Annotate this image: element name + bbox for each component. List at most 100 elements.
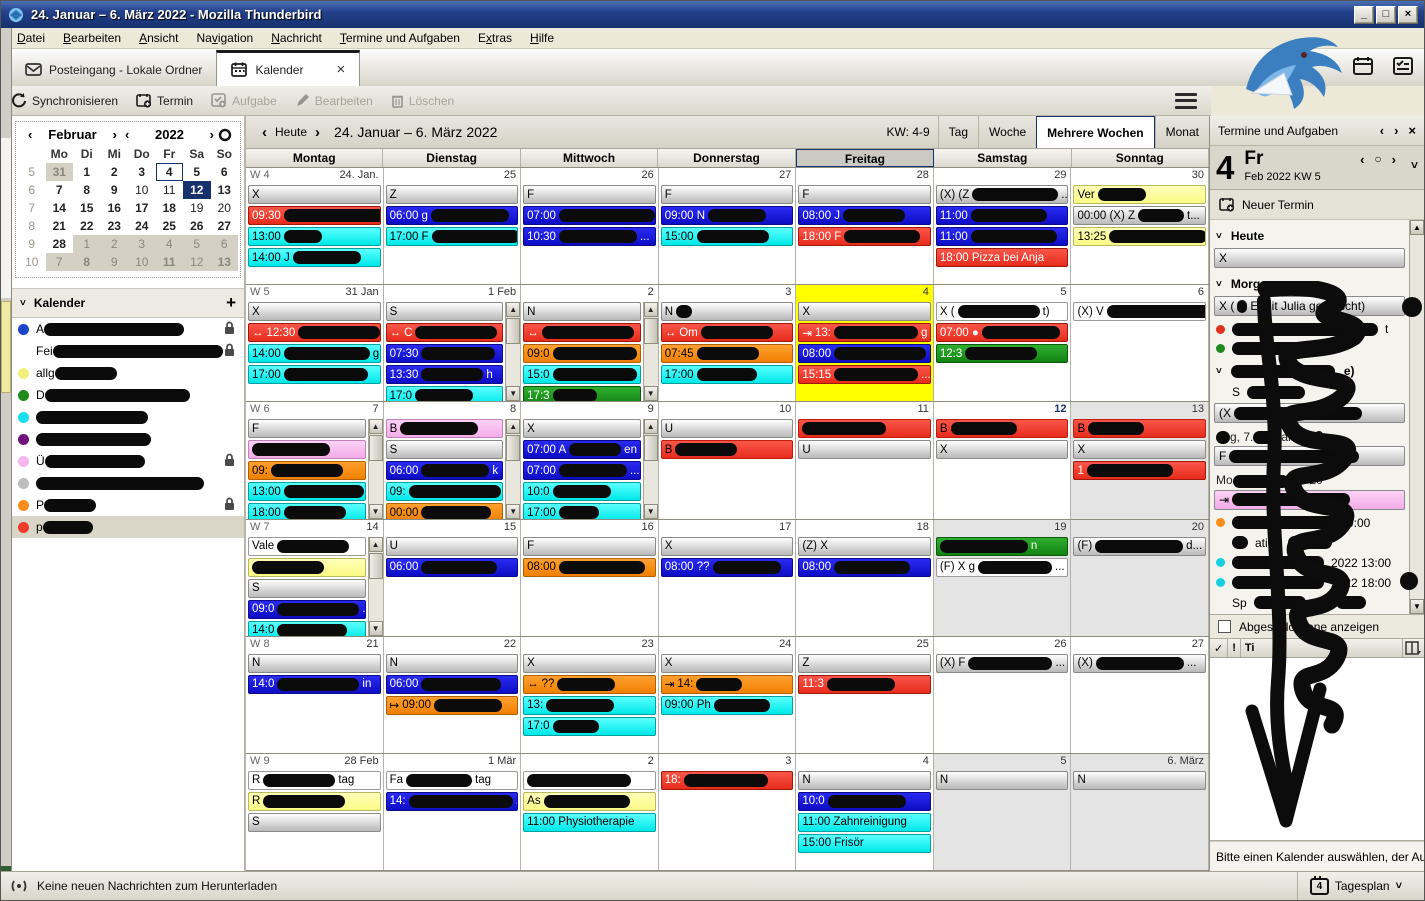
event[interactable]: 17:00 [660, 365, 794, 385]
event[interactable]: 09:0.. [248, 599, 366, 619]
agenda-event[interactable]: X (E mit Julia getauscht) [1214, 296, 1405, 316]
menu-nachricht[interactable]: Nachricht [271, 31, 322, 45]
day-cell[interactable]: 20 (F) d... [1071, 519, 1210, 636]
today-next-day-icon[interactable]: › [1391, 152, 1396, 167]
minimonth-day[interactable]: 22 [80, 219, 94, 233]
day-cell[interactable]: 4 X ⇥ 13: g 08:00 15:15... [796, 285, 934, 402]
event[interactable]: Fa tag [385, 770, 519, 790]
minimonth-day[interactable]: 11 [163, 183, 176, 197]
day-cell[interactable]: 25 Z 11:3 [796, 636, 934, 753]
calendar-list-item[interactable]: allg [12, 362, 244, 384]
event[interactable]: (X) (Z.. [935, 185, 1069, 204]
event[interactable]: 07:00.... [523, 461, 641, 481]
scroll-up-icon[interactable]: ▲ [368, 536, 383, 552]
day-header-mittwoch[interactable]: Mittwoch [521, 149, 659, 167]
day-cell[interactable]: 19 n (F) X g... [933, 519, 1072, 636]
event[interactable]: 10:30 ... [523, 227, 656, 246]
event[interactable]: 13: [523, 695, 656, 715]
event[interactable] [248, 440, 366, 460]
minimonth-day[interactable]: 21 [52, 219, 66, 233]
minimonth-day[interactable]: 9 [110, 183, 118, 197]
agenda-event[interactable]: (X [1214, 403, 1405, 423]
agenda-item[interactable] [1214, 339, 1405, 358]
event[interactable]: 13:30 h [385, 365, 504, 385]
scroll-down-icon[interactable]: ▼ [368, 503, 383, 519]
day-cell[interactable]: 26 (X) F... [933, 636, 1072, 753]
day-header-montag[interactable]: Montag [246, 149, 384, 167]
event[interactable]: 08:00 [798, 557, 931, 577]
event[interactable]: 07:45 [660, 344, 794, 364]
minimonth-day[interactable]: 3 [128, 235, 156, 253]
day-cell[interactable]: 8 B S 06:00 k 09: 00:00 ▲ ▼ [383, 402, 522, 519]
agenda-section-header[interactable]: ˅ Morgen [1214, 271, 1405, 295]
calendar-list-item[interactable]: D [12, 384, 244, 406]
minimonth-day[interactable]: 12 [183, 253, 211, 271]
minimonth-day[interactable]: 7 [45, 253, 73, 271]
event[interactable]: F [660, 185, 794, 204]
today-prev-day-icon[interactable]: ‹ [1360, 152, 1365, 167]
event[interactable]: X [1073, 440, 1207, 460]
agenda-mode-button[interactable]: 4 Tagesplan ˅ [1296, 872, 1416, 900]
agenda-item[interactable]: t [1214, 319, 1405, 339]
event[interactable]: 08:00 [798, 344, 931, 364]
task-list-empty-area[interactable] [1210, 658, 1424, 841]
event[interactable]: N [248, 653, 381, 673]
cell-scrollbar[interactable]: ▲ ▼ [505, 419, 521, 519]
day-header-freitag[interactable]: Freitag [795, 149, 935, 167]
minimonth-day[interactable]: 6 [220, 165, 228, 179]
minimonth-day[interactable]: 1 [83, 165, 91, 179]
event[interactable]: X [248, 302, 381, 322]
event[interactable]: N [935, 770, 1069, 790]
minimonth-day[interactable]: 10 [128, 253, 156, 271]
event[interactable]: 18:00 [248, 503, 366, 519]
day-cell[interactable]: 29 (X) (Z.. 11:00 11:00 18:00 Pizza bei Anja [933, 168, 1072, 285]
scroll-up-icon[interactable]: ▲ [643, 419, 658, 435]
event[interactable]: 12:3 [935, 344, 1069, 364]
minimonth-day[interactable]: 24 [135, 219, 149, 233]
event[interactable]: F [248, 419, 366, 439]
minimonth-prev-month[interactable]: ‹ [28, 127, 33, 142]
calendar-list-item[interactable]: Fei [12, 340, 244, 362]
event[interactable]: N [1073, 770, 1207, 790]
event[interactable]: ↔?? [523, 674, 656, 694]
event[interactable]: ↔ [523, 323, 641, 343]
menu-navigation[interactable]: Navigation [196, 31, 254, 45]
event[interactable]: 17:0 [523, 716, 656, 736]
event[interactable]: 18:00 Pizza bei Anja [935, 248, 1069, 267]
event[interactable]: (F) d... [1073, 536, 1207, 556]
event[interactable]: S [248, 812, 381, 832]
event[interactable]: S [385, 440, 504, 460]
event[interactable]: X [660, 653, 794, 673]
day-header-sonntag[interactable]: Sonntag [1072, 149, 1209, 167]
minimonth-day[interactable]: 10 [135, 183, 149, 197]
event[interactable]: 06:00 g [385, 206, 519, 225]
event[interactable]: X [798, 302, 931, 322]
event[interactable]: 09: [248, 461, 366, 481]
event[interactable]: 08:00 [523, 557, 656, 577]
minimonth-day[interactable]: 13 [217, 183, 231, 197]
cell-scrollbar[interactable]: ▲ ▼ [367, 536, 383, 636]
task-title-column[interactable]: Ti [1241, 639, 1403, 657]
day-cell[interactable]: 22 N 06:00 ↦ 09:00 [383, 636, 522, 753]
minimonth-day[interactable]: 1 [73, 235, 101, 253]
minimonth-day[interactable]: 27 [217, 219, 231, 233]
day-cell[interactable]: 6 (X) V [1071, 285, 1210, 402]
minimonth-day[interactable]: 16 [107, 201, 121, 215]
scroll-down-icon[interactable]: ▼ [368, 620, 383, 636]
scroll-down-icon[interactable]: ▼ [506, 503, 521, 519]
calendar-list-item[interactable]: A [12, 318, 244, 340]
event[interactable]: F [523, 185, 656, 204]
calendar-list-item[interactable] [12, 428, 244, 450]
event[interactable]: 11:3 [798, 674, 931, 694]
cell-scrollbar[interactable]: ▲ ▼ [642, 302, 658, 402]
menu-termine-und-aufgaben[interactable]: Termine und Aufgaben [339, 31, 460, 45]
event[interactable]: U [798, 440, 931, 460]
next-period-button[interactable]: › [315, 123, 321, 141]
minimonth-day[interactable]: 8 [83, 183, 91, 197]
event[interactable]: 18:00 F [798, 227, 931, 246]
event[interactable]: B [935, 419, 1069, 439]
event[interactable]: (Z) X [798, 536, 931, 556]
